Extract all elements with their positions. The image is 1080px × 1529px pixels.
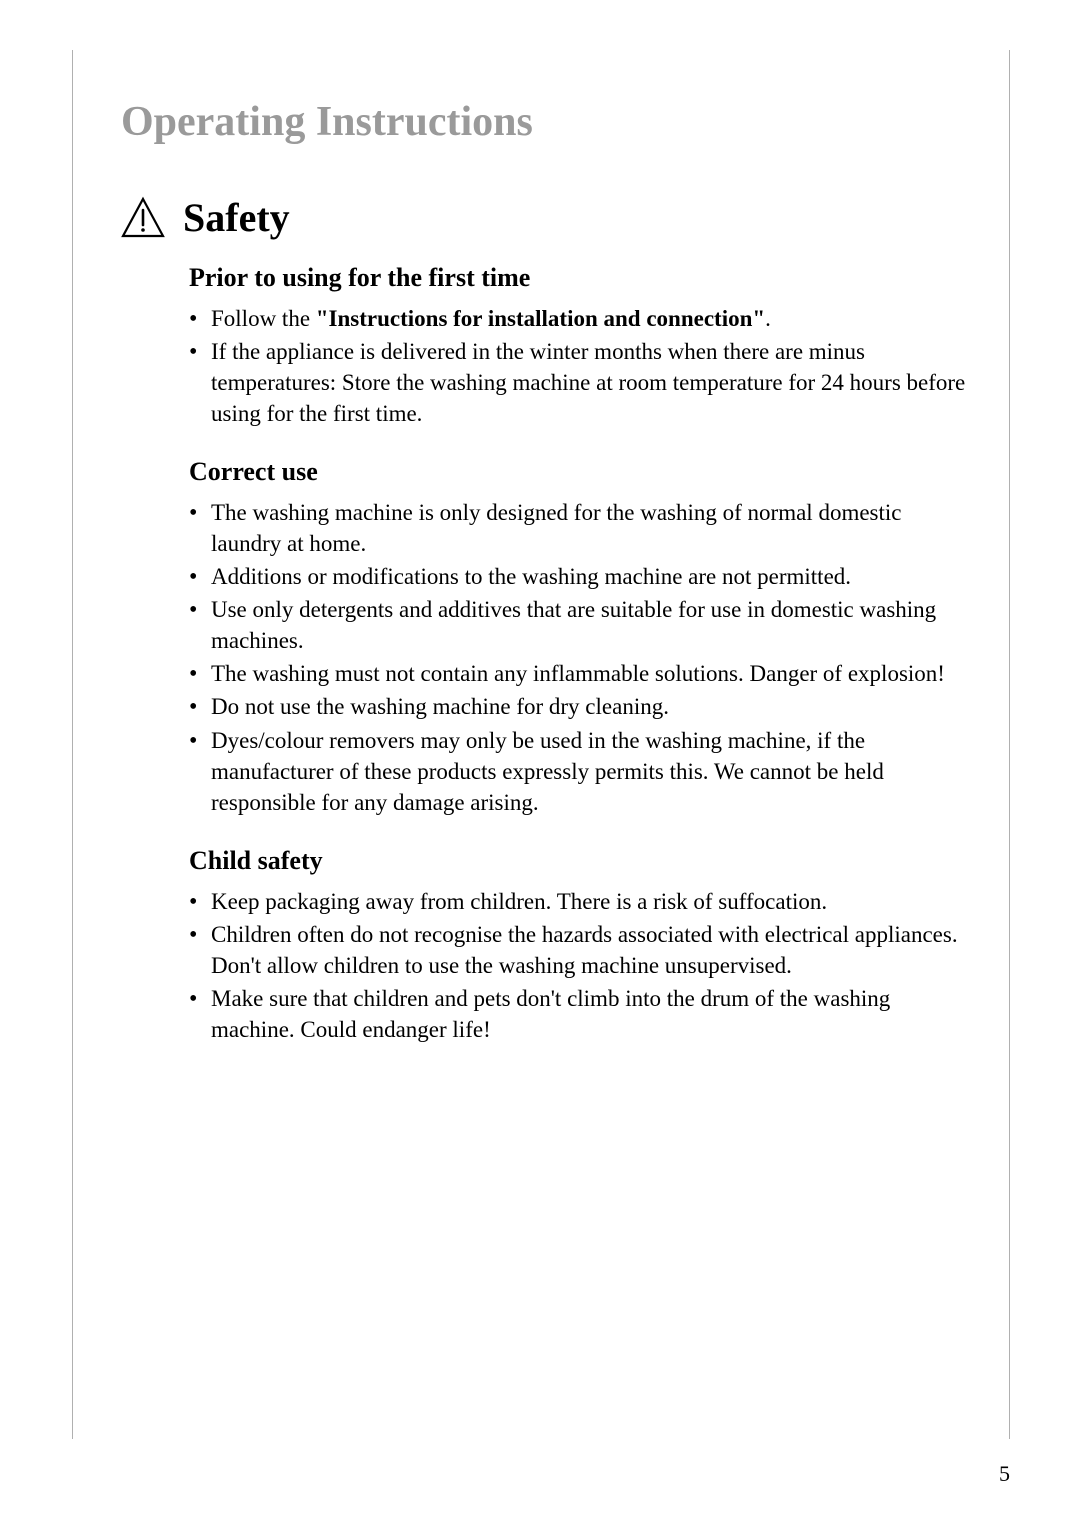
list-item: Make sure that children and pets don't c… xyxy=(189,983,969,1045)
list-item: If the appliance is delivered in the win… xyxy=(189,336,969,429)
safety-heading-row: Safety xyxy=(113,194,969,241)
list-item: Dyes/colour removers may only be used in… xyxy=(189,725,969,818)
list-item: Additions or modifications to the washin… xyxy=(189,561,969,592)
section-heading: Safety xyxy=(183,194,290,241)
list-item: Children often do not recognise the haza… xyxy=(189,919,969,981)
list-item-bold: "Instructions for installation and conne… xyxy=(316,306,765,331)
list-item-text: Additions or modifications to the washin… xyxy=(211,564,851,589)
subsection-title: Child safety xyxy=(189,846,969,876)
page-number: 5 xyxy=(999,1461,1010,1487)
page-frame: Operating Instructions Safety Prior to u… xyxy=(72,50,1010,1439)
bullet-list: Keep packaging away from children. There… xyxy=(189,886,969,1045)
list-item-text: Use only detergents and additives that a… xyxy=(211,597,936,653)
list-item-text: Make sure that children and pets don't c… xyxy=(211,986,890,1042)
list-item: Keep packaging away from children. There… xyxy=(189,886,969,917)
bullet-list: The washing machine is only designed for… xyxy=(189,497,969,817)
list-item-text: Dyes/colour removers may only be used in… xyxy=(211,728,884,815)
list-item-text: If the appliance is delivered in the win… xyxy=(211,339,965,426)
list-item: Use only detergents and additives that a… xyxy=(189,594,969,656)
main-title: Operating Instructions xyxy=(113,98,969,146)
list-item: Do not use the washing machine for dry c… xyxy=(189,691,969,722)
subsection-child-safety: Child safety Keep packaging away from ch… xyxy=(113,846,969,1045)
list-item-text: . xyxy=(765,306,771,331)
list-item: The washing machine is only designed for… xyxy=(189,497,969,559)
list-item: Follow the "Instructions for installatio… xyxy=(189,303,969,334)
list-item-text: The washing must not contain any inflamm… xyxy=(211,661,945,686)
list-item-text: Children often do not recognise the haza… xyxy=(211,922,958,978)
subsection-title: Prior to using for the first time xyxy=(189,263,969,293)
list-item-text: Do not use the washing machine for dry c… xyxy=(211,694,669,719)
list-item: The washing must not contain any inflamm… xyxy=(189,658,969,689)
list-item-text: Keep packaging away from children. There… xyxy=(211,889,827,914)
warning-triangle-icon xyxy=(121,196,165,240)
list-item-text: Follow the xyxy=(211,306,316,331)
bullet-list: Follow the "Instructions for installatio… xyxy=(189,303,969,429)
list-item-text: The washing machine is only designed for… xyxy=(211,500,901,556)
subsection-prior-use: Prior to using for the first time Follow… xyxy=(113,263,969,429)
subsection-correct-use: Correct use The washing machine is only … xyxy=(113,457,969,817)
subsection-title: Correct use xyxy=(189,457,969,487)
